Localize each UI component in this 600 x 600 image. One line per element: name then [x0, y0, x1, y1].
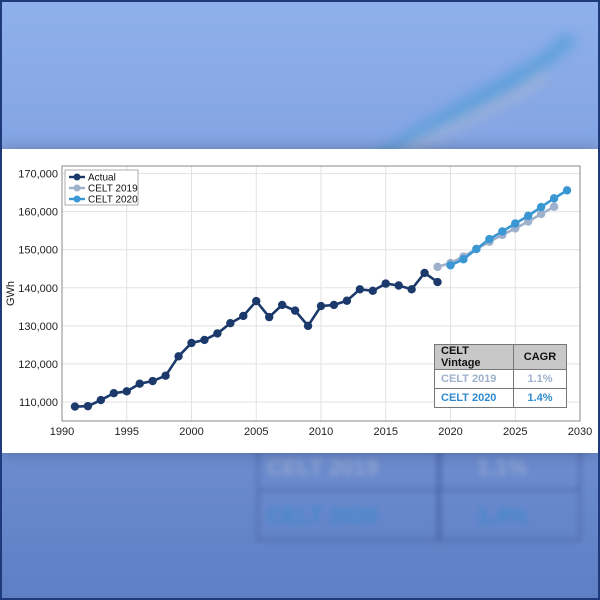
y-tick-label: 120,000 [18, 359, 58, 371]
data-point [290, 306, 300, 315]
data-point [446, 261, 455, 270]
cagr-row-vintage: CELT 2019 [434, 369, 514, 389]
x-tick-label: 2020 [438, 426, 462, 438]
data-point [316, 301, 326, 311]
data-point [265, 312, 274, 322]
x-tick-label: 2025 [503, 426, 527, 438]
y-tick-label: 150,000 [18, 245, 58, 257]
data-point [485, 234, 494, 244]
x-tick-label: 2010 [309, 426, 333, 438]
legend-marker [73, 195, 81, 203]
data-point [394, 281, 403, 290]
data-point [83, 401, 93, 411]
data-point [511, 219, 520, 228]
data-point [536, 202, 546, 212]
data-point [536, 209, 546, 219]
legend-label: CELT 2019 [88, 184, 138, 195]
data-point [420, 268, 429, 278]
data-point [122, 387, 131, 396]
y-tick-label: 130,000 [18, 321, 58, 333]
cagr-row-vintage: CELT 2020 [434, 388, 514, 408]
x-tick-label: 2030 [568, 426, 592, 438]
data-point [187, 338, 196, 348]
cagr-table: CELT Vintage CAGR CELT 2019 1.1% CELT 20… [434, 344, 567, 408]
cagr-row-value: 1.4% [513, 388, 567, 408]
data-point [472, 244, 481, 254]
data-point [174, 352, 183, 361]
legend-marker [73, 184, 81, 192]
x-tick-label: 2005 [244, 426, 268, 438]
data-point [355, 285, 365, 294]
data-point [342, 296, 352, 305]
x-tick-label: 1995 [115, 426, 139, 438]
cagr-row-value: 1.1% [513, 369, 567, 389]
legend-label: Actual [88, 173, 116, 184]
data-point [239, 311, 248, 321]
cagr-header-cagr: CAGR [513, 344, 567, 370]
data-point [549, 194, 559, 203]
data-point [200, 335, 209, 345]
data-point [161, 371, 170, 380]
y-tick-label: 140,000 [18, 283, 58, 295]
x-tick-label: 2000 [179, 426, 203, 438]
data-point [135, 379, 144, 388]
data-point [329, 300, 339, 310]
data-point [96, 395, 106, 405]
x-tick-label: 2015 [374, 426, 398, 438]
background-table-blur: CELT 2019 1.1% CELT 2020 1.4% [252, 447, 582, 567]
data-point [459, 255, 468, 264]
data-point [303, 321, 313, 331]
data-point [562, 186, 572, 195]
cagr-header-vintage: CELT Vintage [434, 344, 514, 370]
line-chart: 1990 1995 2000 2005 2010 2015 2020 2025 2030 110,… [5, 165, 592, 438]
data-point [70, 402, 80, 411]
data-point [381, 279, 390, 288]
data-point [368, 286, 377, 296]
series-line [449, 189, 568, 267]
y-tick-label: 110,000 [19, 397, 58, 409]
data-point [498, 227, 507, 236]
y-axis-label: GWh [5, 281, 17, 306]
data-point [226, 318, 235, 328]
data-point [407, 285, 416, 294]
chart-panel: 1990 1995 2000 2005 2010 2015 2020 2025 2030 110,… [2, 149, 598, 453]
series-line [437, 205, 555, 269]
y-tick-label: 160,000 [18, 207, 58, 219]
data-point [433, 277, 442, 287]
y-tick-label: 170,000 [18, 169, 58, 181]
data-point [277, 300, 287, 310]
data-point [549, 202, 559, 211]
legend-marker [73, 173, 81, 181]
data-point [109, 389, 119, 398]
data-point [433, 262, 442, 272]
legend-label: CELT 2020 [88, 195, 138, 206]
data-point [213, 329, 222, 338]
data-point [524, 211, 533, 221]
data-point [252, 296, 261, 306]
plot-area-border [61, 165, 581, 422]
data-point [148, 376, 157, 386]
x-tick-label: 1990 [50, 426, 74, 438]
